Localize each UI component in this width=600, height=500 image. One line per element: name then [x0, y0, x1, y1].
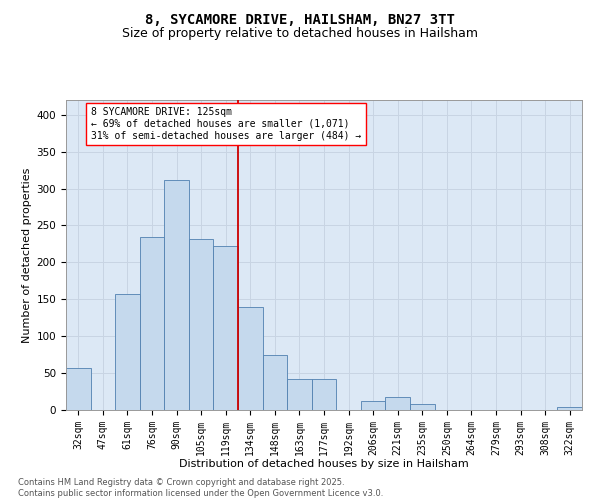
Text: Size of property relative to detached houses in Hailsham: Size of property relative to detached ho…: [122, 28, 478, 40]
Bar: [361, 401, 385, 410]
Bar: [189, 239, 214, 410]
Text: 8, SYCAMORE DRIVE, HAILSHAM, BN27 3TT: 8, SYCAMORE DRIVE, HAILSHAM, BN27 3TT: [145, 12, 455, 26]
Bar: [164, 180, 189, 410]
Bar: [410, 404, 434, 410]
Bar: [140, 236, 164, 410]
Bar: [312, 379, 336, 410]
Bar: [263, 354, 287, 410]
Bar: [115, 294, 140, 410]
Bar: [385, 396, 410, 410]
Bar: [66, 368, 91, 410]
Bar: [557, 407, 582, 410]
Bar: [287, 379, 312, 410]
Bar: [238, 306, 263, 410]
Text: 8 SYCAMORE DRIVE: 125sqm
← 69% of detached houses are smaller (1,071)
31% of sem: 8 SYCAMORE DRIVE: 125sqm ← 69% of detach…: [91, 108, 361, 140]
Bar: [214, 246, 238, 410]
Y-axis label: Number of detached properties: Number of detached properties: [22, 168, 32, 342]
Text: Contains HM Land Registry data © Crown copyright and database right 2025.
Contai: Contains HM Land Registry data © Crown c…: [18, 478, 383, 498]
X-axis label: Distribution of detached houses by size in Hailsham: Distribution of detached houses by size …: [179, 459, 469, 469]
